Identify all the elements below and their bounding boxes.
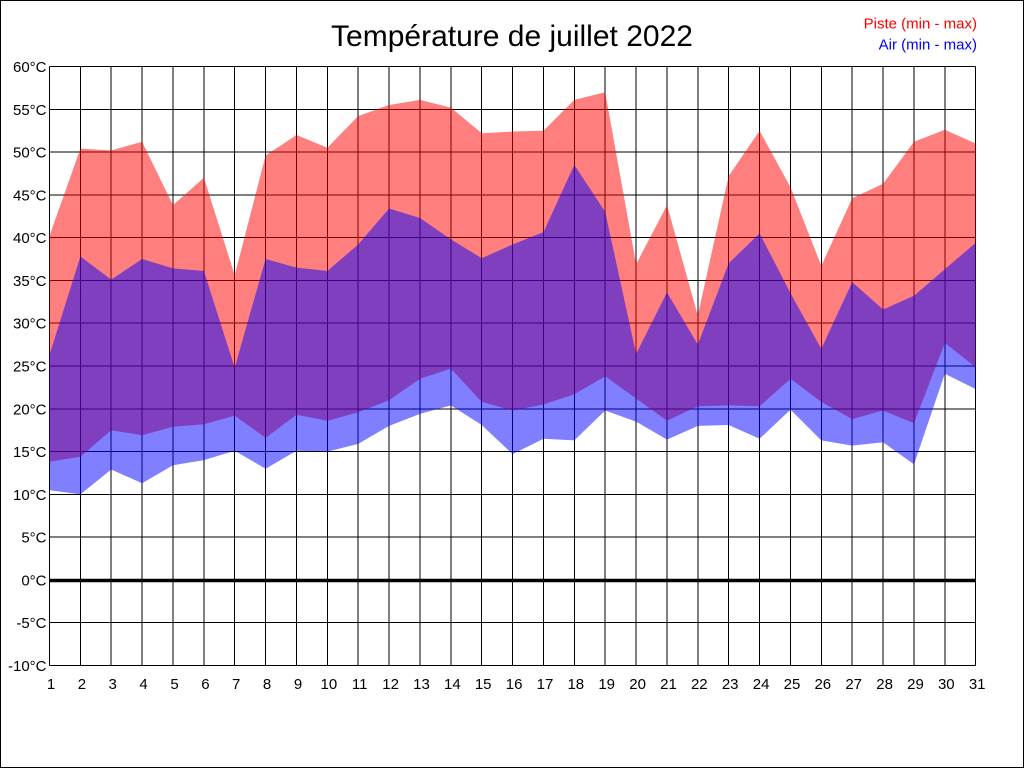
svg-text:-10°C: -10°C: [8, 658, 47, 675]
svg-text:50°C: 50°C: [13, 145, 47, 162]
svg-text:45°C: 45°C: [13, 187, 47, 204]
svg-text:6: 6: [201, 676, 209, 693]
svg-text:26: 26: [814, 676, 831, 693]
svg-text:30: 30: [938, 676, 955, 693]
svg-text:5: 5: [170, 676, 178, 693]
svg-text:4: 4: [139, 676, 147, 693]
svg-text:1: 1: [47, 676, 55, 693]
svg-text:17: 17: [537, 676, 554, 693]
svg-text:55°C: 55°C: [13, 102, 47, 119]
svg-text:-5°C: -5°C: [16, 615, 46, 632]
svg-text:2: 2: [78, 676, 86, 693]
svg-text:10: 10: [321, 676, 338, 693]
svg-text:25: 25: [784, 676, 801, 693]
svg-text:3: 3: [109, 676, 117, 693]
svg-text:40°C: 40°C: [13, 230, 47, 247]
svg-text:31: 31: [969, 676, 986, 693]
svg-text:19: 19: [598, 676, 615, 693]
svg-text:60°C: 60°C: [13, 59, 47, 76]
svg-text:Air (min - max): Air (min - max): [879, 37, 977, 54]
svg-text:23: 23: [722, 676, 739, 693]
svg-text:15: 15: [475, 676, 492, 693]
svg-text:8: 8: [263, 676, 271, 693]
svg-text:27: 27: [845, 676, 862, 693]
svg-text:35°C: 35°C: [13, 273, 47, 290]
svg-text:15°C: 15°C: [13, 444, 47, 461]
svg-text:10°C: 10°C: [13, 487, 47, 504]
svg-text:25°C: 25°C: [13, 359, 47, 376]
svg-text:16: 16: [506, 676, 523, 693]
svg-text:22: 22: [691, 676, 708, 693]
svg-text:9: 9: [294, 676, 302, 693]
svg-text:14: 14: [444, 676, 461, 693]
svg-text:5°C: 5°C: [21, 530, 46, 547]
svg-text:20: 20: [629, 676, 646, 693]
svg-text:28: 28: [876, 676, 893, 693]
svg-text:12: 12: [382, 676, 399, 693]
svg-text:18: 18: [567, 676, 584, 693]
svg-text:30°C: 30°C: [13, 316, 47, 333]
svg-text:29: 29: [907, 676, 924, 693]
svg-text:24: 24: [753, 676, 770, 693]
svg-text:21: 21: [660, 676, 677, 693]
svg-text:Piste (min - max): Piste (min - max): [864, 16, 977, 33]
svg-text:Température de juillet 2022: Température de juillet 2022: [331, 20, 693, 53]
svg-text:13: 13: [413, 676, 430, 693]
svg-text:0°C: 0°C: [21, 572, 46, 589]
svg-text:7: 7: [232, 676, 240, 693]
svg-text:11: 11: [352, 676, 368, 693]
svg-text:20°C: 20°C: [13, 401, 47, 418]
